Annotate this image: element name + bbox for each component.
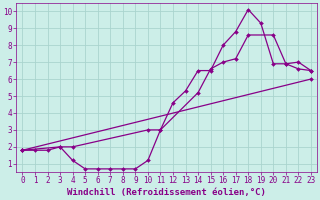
X-axis label: Windchill (Refroidissement éolien,°C): Windchill (Refroidissement éolien,°C)	[67, 188, 266, 197]
